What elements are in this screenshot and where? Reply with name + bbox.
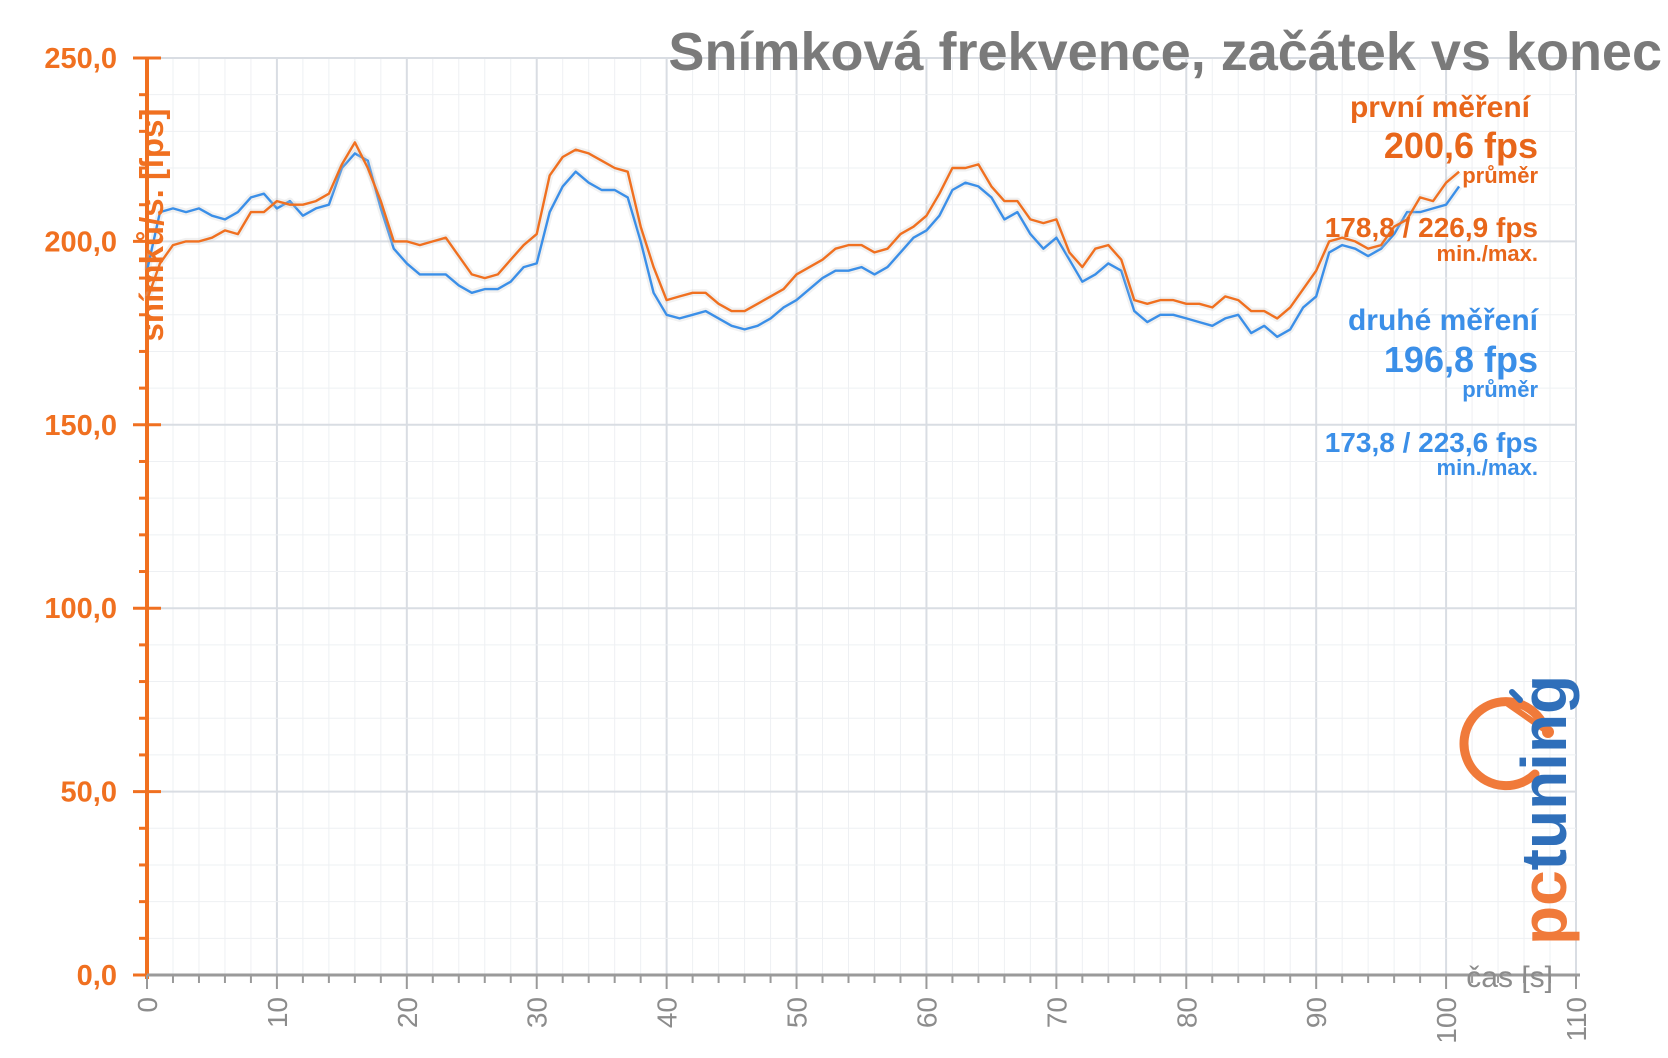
x-tick-label: 70 bbox=[1041, 997, 1072, 1028]
series-line-second bbox=[145, 152, 1461, 338]
y-tick-label: 200,0 bbox=[44, 226, 117, 258]
stats-second: druhé měření 196,8 fps průměr 173,8 / 22… bbox=[1325, 304, 1540, 480]
x-tick-label: 10 bbox=[262, 997, 293, 1028]
x-tick-label: 40 bbox=[652, 997, 683, 1028]
pctuning-logo: pctuning bbox=[1459, 675, 1580, 945]
x-tick-label: 60 bbox=[911, 997, 942, 1028]
logo-text: pctuning bbox=[1508, 675, 1580, 945]
grid bbox=[146, 57, 1577, 976]
first-avg-value: 200,6 fps bbox=[1384, 125, 1538, 166]
series-layer bbox=[143, 138, 1462, 341]
first-minmax-label: min./max. bbox=[1437, 241, 1538, 266]
y-tick-label: 100,0 bbox=[44, 593, 117, 625]
y-tick-label: 50,0 bbox=[61, 777, 117, 809]
logo-gauge-hub bbox=[1542, 726, 1554, 738]
axes bbox=[133, 56, 1580, 989]
first-minmax-value: 178,8 / 226,9 fps bbox=[1325, 212, 1538, 243]
first-series-name: první měření bbox=[1350, 91, 1532, 124]
logo-text-pc: pc bbox=[1508, 870, 1580, 945]
y-tick-label: 250,0 bbox=[44, 43, 117, 75]
x-tick-label: 0 bbox=[132, 997, 163, 1013]
first-avg-label: průměr bbox=[1462, 163, 1538, 188]
x-tick-label: 110 bbox=[1561, 997, 1592, 1042]
y-axis-label: snímků/s. [fps] bbox=[133, 109, 170, 342]
second-series-name: druhé měření bbox=[1348, 304, 1540, 337]
x-tick-label: 80 bbox=[1171, 997, 1202, 1028]
logo-gauge-needle bbox=[1505, 701, 1551, 735]
x-tick-label: 50 bbox=[782, 997, 813, 1028]
chart-title: Snímková frekvence, začátek vs konec bbox=[668, 22, 1662, 82]
logo-gauge-tick bbox=[1509, 689, 1523, 703]
y-tick-label: 0,0 bbox=[77, 960, 117, 992]
logo-text-tuning: tuning bbox=[1508, 675, 1580, 870]
x-axis-label: čas [s] bbox=[1466, 961, 1553, 994]
second-avg-value: 196,8 fps bbox=[1384, 339, 1538, 380]
second-avg-label: průměr bbox=[1462, 377, 1538, 402]
second-minmax-label: min./max. bbox=[1437, 455, 1538, 480]
second-minmax-value: 173,8 / 223,6 fps bbox=[1325, 427, 1538, 458]
x-tick-label: 30 bbox=[522, 997, 553, 1028]
logo-gauge-arc bbox=[1459, 697, 1547, 791]
x-tick-label: 20 bbox=[392, 997, 423, 1028]
series-line-first bbox=[145, 141, 1460, 320]
x-tick-label: 90 bbox=[1301, 997, 1332, 1028]
tick-labels: 0,0 50,0 100,0 150,0 200,0 250,0 0 10 20 30 40 50 60… bbox=[44, 43, 1592, 1044]
x-tick-label: 100 bbox=[1431, 997, 1462, 1044]
stats-first: první měření 200,6 fps průměr 178,8 / 22… bbox=[1325, 91, 1539, 266]
y-tick-label: 150,0 bbox=[44, 410, 117, 442]
